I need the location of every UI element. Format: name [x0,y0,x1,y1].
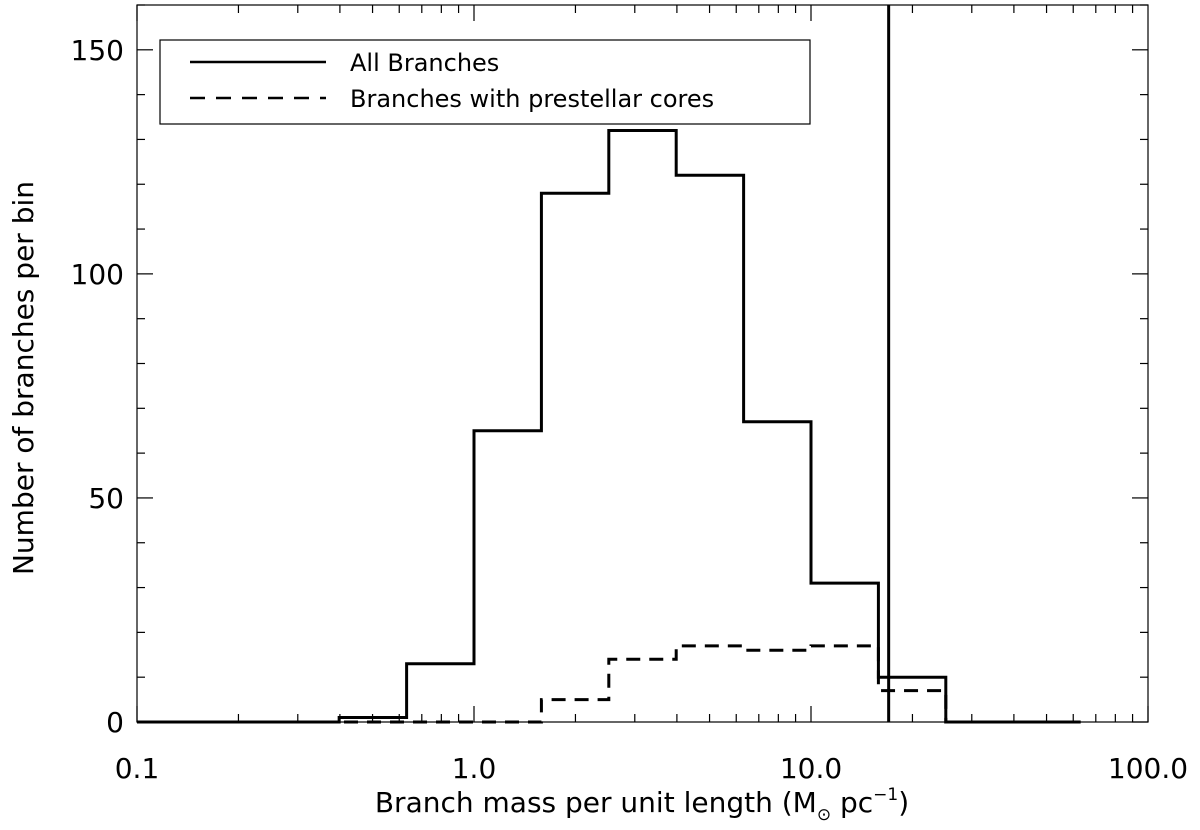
y-tick-label: 0 [106,706,124,739]
y-tick-label: 50 [88,482,124,515]
x-axis-label-exponent: −1 [873,785,898,805]
tick-marks [136,4,1149,723]
legend-label-all-branches: All Branches [350,49,499,77]
y-tick-label: 100 [71,258,124,291]
x-tick-label: 1.0 [452,752,497,785]
x-tick-label: 100.0 [1108,752,1188,785]
x-axis-label-suffix: ) [898,786,909,819]
series-layer [137,128,1081,724]
series-prestellar-cores-line [137,644,1081,724]
x-axis-label-middle: pc [831,786,873,819]
x-axis-label: Branch mass per unit length (M⊙ pc−1) [375,785,909,825]
x-axis-label-prefix: Branch mass per unit length (M [375,786,817,819]
sun-symbol: ⊙ [817,805,831,825]
series-all-branches-line [137,128,1081,724]
legend-label-prestellar: Branches with prestellar cores [350,85,714,113]
x-tick-label: 10.0 [780,752,842,785]
tick-labels: 0.1 1.0 10.0 100.0 0 50 100 150 [71,34,1189,785]
y-axis-label: Number of branches per bin [7,181,40,575]
y-tick-label: 150 [71,34,124,67]
legend-box [159,39,811,125]
legend: All Branches Branches with prestellar co… [159,39,811,125]
plot-frame [136,4,1149,723]
x-tick-label: 0.1 [115,752,160,785]
